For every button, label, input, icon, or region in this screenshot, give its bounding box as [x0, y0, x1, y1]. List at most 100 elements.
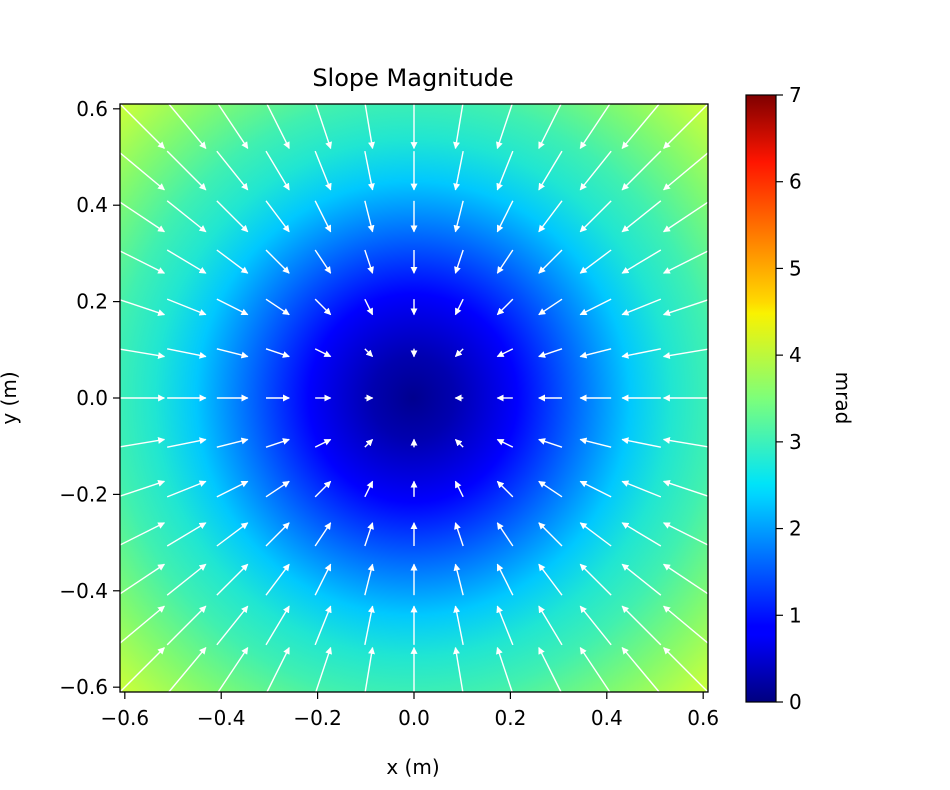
quiver-arrow: [314, 646, 332, 695]
x-tick-label: −0.6: [101, 706, 150, 730]
quiver-arrow: [621, 605, 662, 646]
quiver-arrow: [364, 298, 374, 316]
quiver-arrow: [538, 200, 563, 233]
quiver-arrow: [538, 438, 563, 448]
quiver-arrow: [621, 348, 661, 359]
quiver-arrow: [538, 563, 563, 596]
quiver-arrow: [538, 249, 563, 274]
x-tick-label: −0.4: [197, 706, 246, 730]
quiver-arrow: [496, 348, 514, 358]
quiver-arrow: [538, 150, 563, 191]
quiver-arrow: [117, 647, 165, 695]
quiver-arrow: [216, 437, 249, 448]
quiver-arrow: [579, 480, 612, 498]
quiver-arrow: [621, 522, 662, 547]
quiver-arrow: [314, 480, 332, 498]
quiver-arrow: [579, 200, 612, 233]
y-tick-label: −0.4: [59, 579, 108, 603]
quiver-arrow: [662, 249, 711, 274]
quiver-arrow: [265, 438, 290, 448]
quiver-arrow: [216, 522, 249, 547]
quiver-arrow: [496, 298, 514, 316]
colorbar-tick-label: 4: [789, 343, 802, 367]
quiver-arrow: [314, 101, 332, 150]
quiver-arrow: [453, 151, 464, 191]
quiver-arrow: [621, 249, 662, 274]
quiver-arrow: [579, 101, 612, 149]
quiver-arrow: [314, 298, 332, 316]
quiver-arrow: [216, 150, 249, 191]
quiver-arrow: [662, 437, 711, 448]
slope-heatmap: [120, 104, 708, 692]
quiver-arrow: [265, 605, 290, 646]
quiver-arrow: [579, 647, 612, 695]
quiver-arrow: [364, 151, 375, 191]
quiver-arrow: [216, 249, 249, 274]
quiver-arrow: [265, 200, 290, 233]
quiver-arrow: [265, 646, 290, 695]
quiver-arrow: [621, 298, 662, 316]
quiver-arrow: [364, 605, 375, 645]
colorbar-ticks: 0 1 2 3 4 5 6 7: [776, 83, 802, 714]
quiver-arrow: [265, 522, 290, 547]
quiver-arrow: [265, 348, 290, 358]
quiver-arrow: [496, 605, 514, 646]
quiver-arrow: [117, 563, 165, 596]
quiver-arrow: [579, 605, 612, 646]
quiver-arrow: [579, 437, 612, 448]
quiver-arrow: [216, 348, 249, 359]
quiver-arrow: [265, 563, 290, 596]
quiver-arrow: [579, 298, 612, 316]
quiver-arrow: [265, 150, 290, 191]
quiver-arrow: [117, 200, 165, 233]
quiver-arrow: [166, 647, 207, 695]
quiver-arrow: [496, 480, 514, 498]
quiver-arrow: [663, 200, 711, 233]
quiver-arrow: [364, 348, 374, 358]
quiver-arrow: [216, 480, 249, 498]
quiver-arrow: [538, 101, 563, 150]
quiver-arrow: [117, 522, 166, 547]
quiver-arrow: [496, 522, 514, 547]
quiver-arrow: [364, 101, 375, 150]
quiver-arrow: [167, 348, 207, 359]
quiver-arrow: [117, 437, 166, 448]
y-tick-label: 0.2: [76, 290, 108, 314]
quiver-arrow: [117, 150, 165, 191]
quiver-arrow: [621, 437, 661, 448]
quiver-arrow: [216, 200, 249, 233]
quiver-arrow: [216, 605, 249, 646]
colorbar-label: mrad: [831, 372, 855, 425]
quiver-arrow: [621, 200, 662, 233]
colorbar-tick-label: 1: [789, 603, 802, 627]
quiver-arrow: [364, 646, 375, 695]
quiver-arrow: [496, 438, 514, 448]
quiver-arrow: [364, 200, 375, 233]
x-tick-label: 0.4: [591, 706, 623, 730]
quiver-arrow: [166, 298, 207, 316]
quiver-arrow: [453, 563, 464, 596]
quiver-arrow: [454, 249, 464, 274]
quiver-arrow: [117, 101, 165, 149]
quiver-arrow: [216, 298, 249, 316]
quiver-arrow: [496, 249, 514, 274]
quiver-arrow: [364, 480, 374, 498]
quiver-arrow: [496, 646, 514, 695]
quiver-arrow: [265, 249, 290, 274]
quiver-arrow: [579, 249, 612, 274]
quiver-arrow: [265, 101, 290, 150]
quiver-arrow: [216, 563, 249, 596]
quiver-arrow: [538, 480, 563, 498]
quiver-arrows: [117, 101, 711, 695]
quiver-arrow: [453, 101, 464, 150]
colorbar-tick-label: 5: [789, 256, 802, 280]
quiver-arrow: [662, 480, 711, 498]
quiver-arrow: [216, 101, 249, 149]
quiver-arrow: [496, 200, 514, 233]
quiver-arrow: [579, 348, 612, 359]
quiver-arrow: [454, 438, 464, 448]
quiver-arrow: [314, 249, 332, 274]
quiver-arrow: [579, 522, 612, 547]
colorbar-tick-label: 7: [789, 83, 802, 107]
chart-title: Slope Magnitude: [312, 64, 513, 92]
